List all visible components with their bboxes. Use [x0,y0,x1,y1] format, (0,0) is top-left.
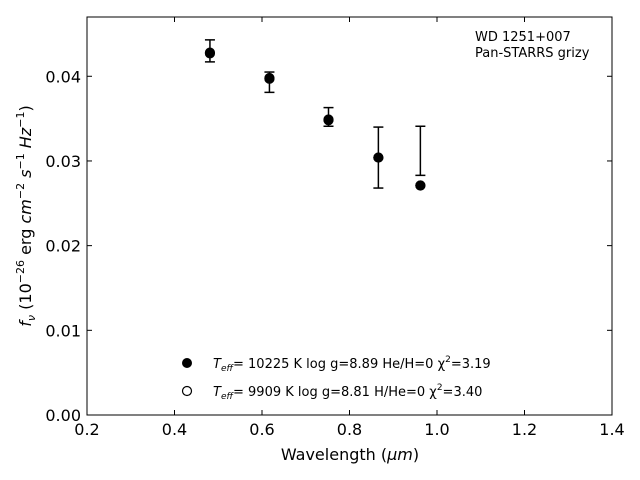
x-axis-title: Wavelength (μm) [281,445,419,464]
data-point-filled [204,47,216,58]
x-tick-label: 0.6 [249,420,274,439]
x-tick-label: 1.4 [599,420,624,439]
x-tick-label: 1.2 [512,420,537,439]
legend-label-2: Teff= 9909 K log g=8.81 H/He=0 χ2=3.40 [213,383,482,402]
y-tick-label: 0.02 [45,237,81,256]
annotation-object-name: WD 1251+007 [475,30,571,45]
data-point-filled [415,180,426,191]
x-tick-label: 0.4 [162,420,187,439]
x-tick-label: 0.8 [337,420,362,439]
x-axis-ticks: 0.2 0.4 0.6 0.8 1.0 1.2 1.4 [74,17,625,439]
plot-frame [86,16,613,416]
x-tick-label: 1.0 [424,420,449,439]
data-point-filled [373,152,384,163]
legend-marker-open [181,385,193,397]
data-markers [204,47,426,191]
error-bars [204,39,426,189]
data-point-filled [323,114,334,125]
y-axis-ticks: 0.00 0.01 0.02 0.03 0.04 [45,67,612,425]
y-tick-label: 0.03 [45,152,81,171]
legend-marker-filled [182,358,192,368]
y-axis-title: fν (10−26 erg cm−2 s−1 Hz−1) [14,105,38,326]
y-tick-label: 0.04 [45,67,81,86]
y-tick-label: 0.01 [45,321,81,340]
x-tick-label: 0.2 [74,420,99,439]
data-point-filled [264,72,275,84]
y-tick-label: 0.00 [45,406,81,425]
legend-label-1: Teff= 10225 K log g=8.89 He/H=0 χ2=3.19 [213,355,491,374]
annotation-survey: Pan-STARRS grizy [475,46,590,61]
legend: Teff= 10225 K log g=8.89 He/H=0 χ2=3.19 … [181,355,491,402]
